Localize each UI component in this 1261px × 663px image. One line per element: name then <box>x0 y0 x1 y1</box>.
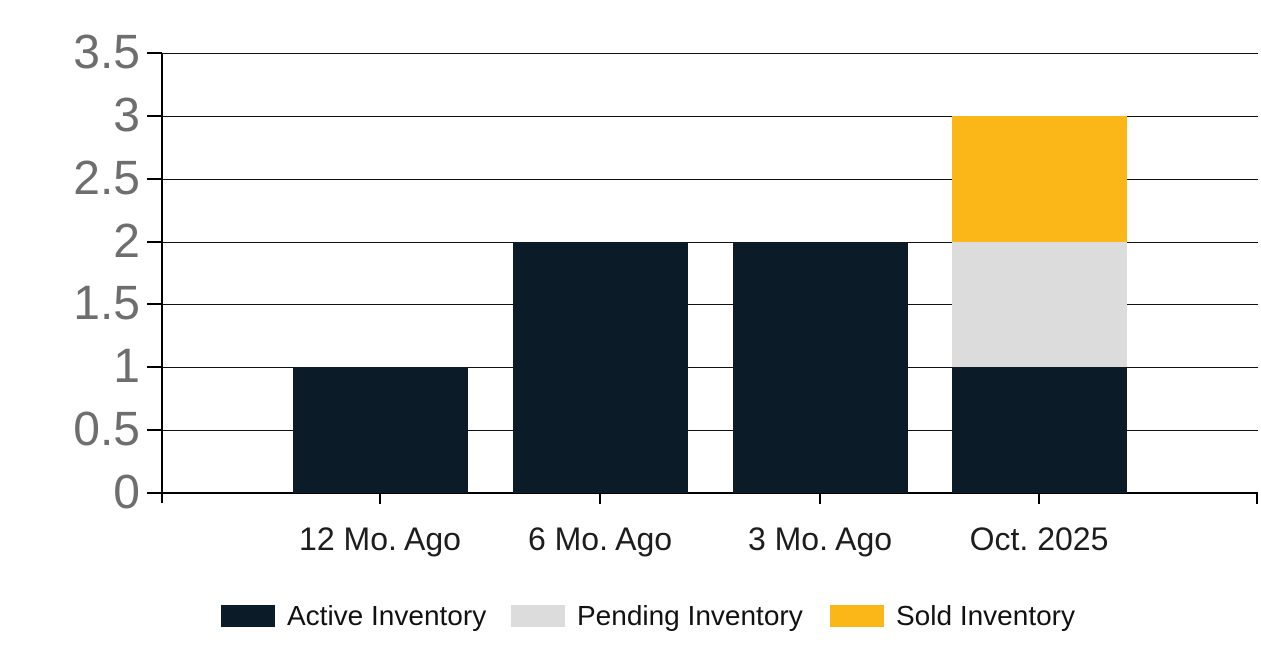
y-axis-label-2.5: 2.5 <box>73 152 140 205</box>
legend-item-pending-inventory[interactable]: Pending Inventory <box>511 600 803 631</box>
x-axis-tick-oct.-2025 <box>1038 494 1040 504</box>
bar-segment-active-inventory-oct.-2025[interactable] <box>952 367 1127 493</box>
y-axis-tick-3 <box>147 115 162 117</box>
gridline-y-2 <box>162 242 1258 243</box>
gridline-y-3 <box>162 116 1258 117</box>
y-axis-label-0.5: 0.5 <box>73 403 140 456</box>
y-axis-label-3.5: 3.5 <box>73 26 140 79</box>
legend-swatch-sold-inventory-icon <box>830 605 884 627</box>
gridline-y-2.5 <box>162 179 1258 180</box>
x-axis-label-oct-2025: Oct. 2025 <box>969 521 1109 557</box>
y-axis-tick-3.5 <box>147 52 162 54</box>
y-axis-tick-1 <box>147 366 162 368</box>
y-axis-tick-0 <box>147 492 162 494</box>
x-axis-tick-6-mo.-ago <box>599 494 601 504</box>
x-axis-line <box>162 492 1258 494</box>
x-axis-tick-right-edge <box>1256 494 1258 504</box>
bar-segment-sold-inventory-oct.-2025[interactable] <box>952 116 1127 242</box>
y-axis-tick-0.5 <box>147 429 162 431</box>
y-axis-label-0: 0 <box>113 466 140 519</box>
y-axis-label-2: 2 <box>113 215 140 268</box>
y-axis-label-1.5: 1.5 <box>73 277 140 330</box>
legend-label-pending-inventory: Pending Inventory <box>577 600 803 631</box>
legend-item-sold-inventory[interactable]: Sold Inventory <box>830 600 1075 631</box>
bar-segment-active-inventory-12-mo.-ago[interactable] <box>293 367 468 493</box>
legend-label-sold-inventory: Sold Inventory <box>896 600 1075 631</box>
bar-segment-active-inventory-6-mo.-ago[interactable] <box>513 242 688 493</box>
x-axis-tick-3-mo.-ago <box>819 494 821 504</box>
bar-segment-pending-inventory-oct.-2025[interactable] <box>952 242 1127 367</box>
y-axis-tick-2 <box>147 241 162 243</box>
legend-label-active-inventory: Active Inventory <box>287 600 487 631</box>
y-axis-tick-2.5 <box>147 178 162 180</box>
x-axis-label-3-mo-ago: 3 Mo. Ago <box>747 521 893 557</box>
gridline-y-3.5 <box>162 53 1258 54</box>
x-axis-tick-12-mo.-ago <box>379 494 381 504</box>
y-axis-label-3: 3 <box>113 89 140 142</box>
y-axis-tick-1.5 <box>147 303 162 305</box>
gridline-y-1.5 <box>162 304 1258 305</box>
y-axis-line <box>161 53 163 503</box>
legend-item-active-inventory[interactable]: Active Inventory <box>221 600 487 631</box>
legend-swatch-active-inventory-icon <box>221 605 275 627</box>
x-axis-label-12-mo-ago: 12 Mo. Ago <box>299 521 461 557</box>
legend-swatch-pending-inventory-icon <box>511 605 565 627</box>
gridline-y-1 <box>162 367 1258 368</box>
gridline-y-0.5 <box>162 430 1258 431</box>
y-axis-label-1: 1 <box>113 340 140 393</box>
bar-segment-active-inventory-3-mo.-ago[interactable] <box>733 242 908 493</box>
x-axis-label-6-mo-ago: 6 Mo. Ago <box>527 521 673 557</box>
